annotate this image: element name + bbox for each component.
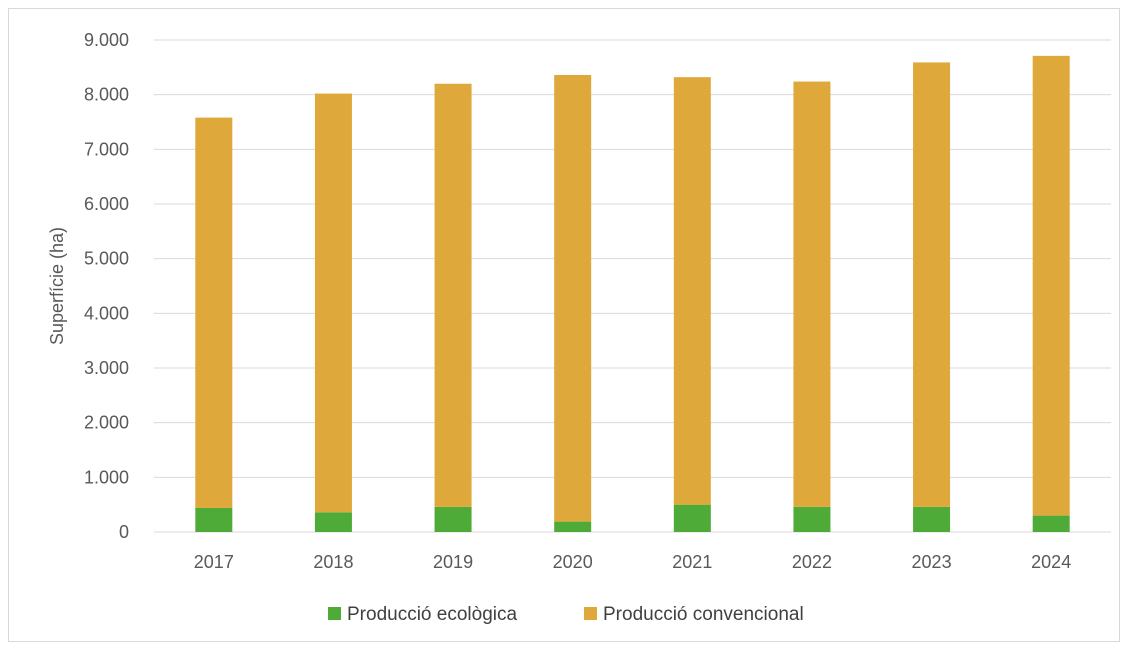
bar-ecologica-2023 xyxy=(913,506,951,532)
bar-ecologica-2024 xyxy=(1032,515,1070,532)
bar-ecologica-2022 xyxy=(793,506,831,532)
x-tick-label: 2020 xyxy=(553,552,593,572)
bar-convencional-2017 xyxy=(195,117,233,508)
y-tick-label: 7.000 xyxy=(84,139,129,159)
legend-label-ecologica: Producció ecològica xyxy=(347,604,517,625)
bar-ecologica-2021 xyxy=(673,504,711,532)
x-tick-label: 2018 xyxy=(313,552,353,572)
bar-ecologica-2017 xyxy=(195,507,233,532)
y-tick-label: 8.000 xyxy=(84,85,129,105)
y-tick-label: 9.000 xyxy=(84,30,129,50)
legend: Producció ecològica Producció convenciona… xyxy=(328,604,804,625)
bar-ecologica-2020 xyxy=(554,521,592,532)
x-axis-ticks: 2017 2018 2019 2020 2021 2022 2023 2024 xyxy=(194,552,1071,572)
bar-convencional-2022 xyxy=(793,81,831,507)
y-tick-label: 4.000 xyxy=(84,303,129,323)
bar-convencional-2019 xyxy=(434,83,472,507)
y-tick-label: 2.000 xyxy=(84,413,129,433)
y-axis-ticks: 0 1.000 2.000 3.000 4.000 5.000 6.000 7.000 8.00… xyxy=(84,30,129,542)
bar-ecologica-2018 xyxy=(314,512,352,532)
bar-convencional-2021 xyxy=(673,77,711,505)
x-tick-label: 2017 xyxy=(194,552,234,572)
legend-swatch-convencional xyxy=(584,607,597,620)
bars xyxy=(195,55,1070,532)
x-tick-label: 2023 xyxy=(912,552,952,572)
legend-label-convencional: Producció convencional xyxy=(603,604,804,625)
y-axis-title: Superfície (ha) xyxy=(47,227,67,345)
x-tick-label: 2024 xyxy=(1031,552,1071,572)
y-tick-label: 3.000 xyxy=(84,358,129,378)
bar-convencional-2023 xyxy=(913,62,951,507)
x-tick-label: 2021 xyxy=(672,552,712,572)
bar-convencional-2024 xyxy=(1032,55,1070,516)
gridlines xyxy=(154,39,1111,533)
bar-convencional-2018 xyxy=(314,93,352,513)
bar-convencional-2020 xyxy=(554,74,592,522)
y-tick-label: 1.000 xyxy=(84,467,129,487)
legend-swatch-ecologica xyxy=(328,607,341,620)
x-tick-label: 2019 xyxy=(433,552,473,572)
y-tick-label: 0 xyxy=(119,522,129,542)
x-tick-label: 2022 xyxy=(792,552,832,572)
y-tick-label: 5.000 xyxy=(84,249,129,269)
y-tick-label: 6.000 xyxy=(84,194,129,214)
bar-ecologica-2019 xyxy=(434,506,472,532)
